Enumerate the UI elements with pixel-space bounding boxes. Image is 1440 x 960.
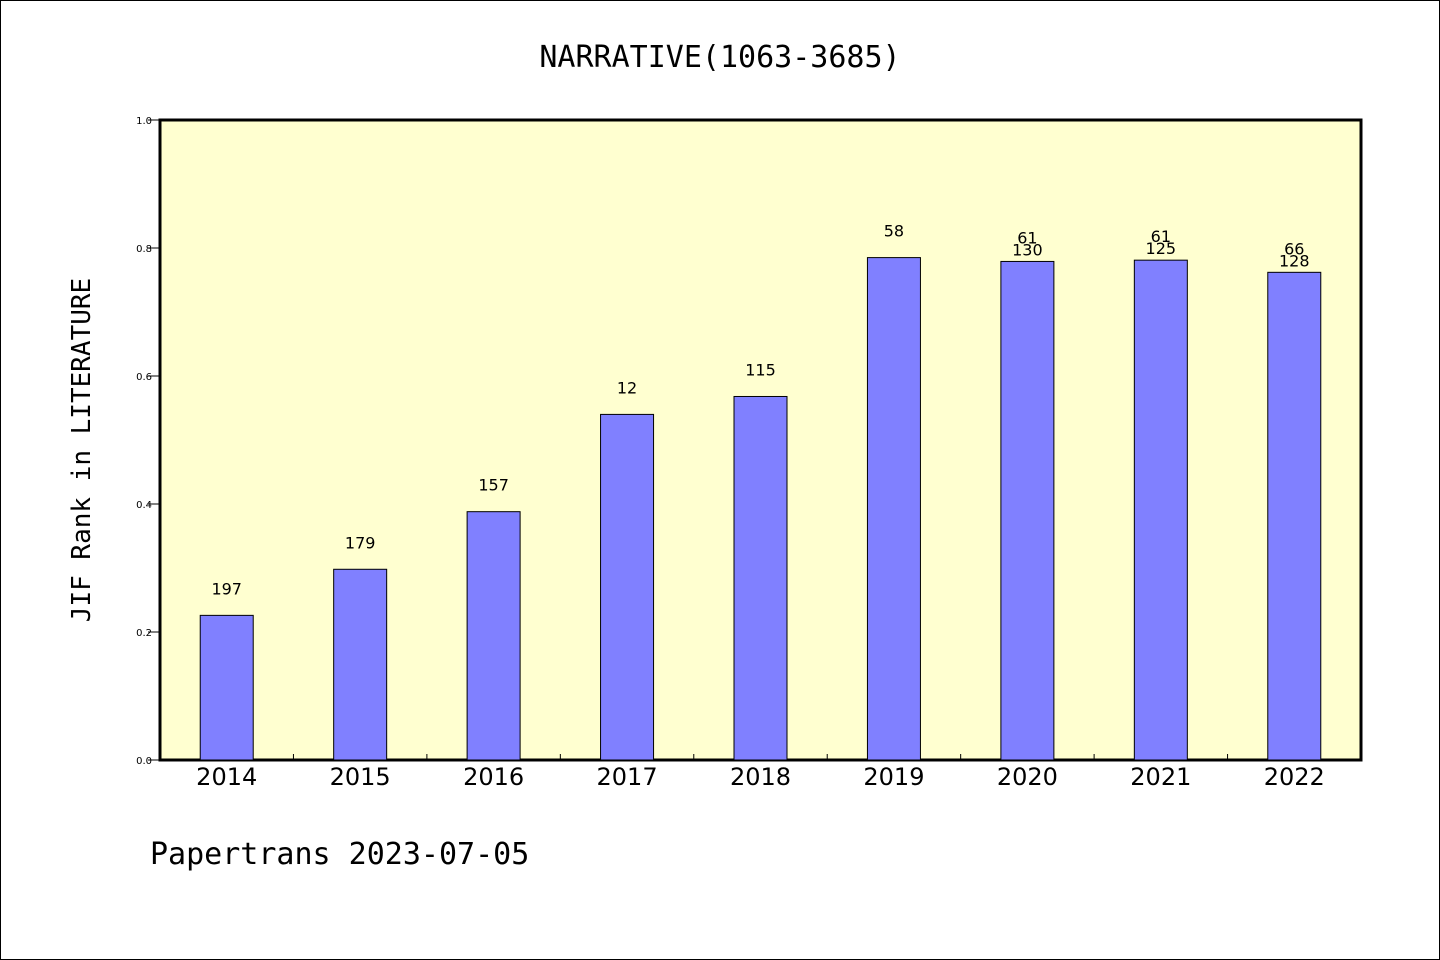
y-tick-label: 0.4 <box>136 500 152 511</box>
data-label: 61 <box>1017 228 1037 247</box>
data-label: 58 <box>884 222 904 241</box>
x-tick-label: 2017 <box>597 763 658 791</box>
bars <box>199 257 1322 761</box>
chart-title: NARRATIVE(1063-3685) <box>539 40 900 75</box>
bar <box>1133 259 1188 761</box>
y-axis-label: JIF Rank in LITERATURE <box>67 278 97 622</box>
bar <box>333 568 388 761</box>
y-tick-label: 1.0 <box>136 116 152 127</box>
data-label: 115 <box>745 360 776 379</box>
bar <box>466 511 521 761</box>
footer-text: Papertrans 2023-07-05 <box>150 837 529 872</box>
x-tick-label: 2016 <box>463 763 524 791</box>
data-label: 157 <box>478 476 509 495</box>
x-tick-label: 2015 <box>330 763 391 791</box>
data-label: 61 <box>1151 227 1171 246</box>
y-tick-label: 0.6 <box>136 372 152 383</box>
data-label: 197 <box>211 579 242 598</box>
data-label: 130 <box>1012 240 1043 259</box>
bar <box>733 395 788 761</box>
bar <box>199 614 254 761</box>
y-tick-label: 0.2 <box>136 628 152 639</box>
x-tick-label: 2020 <box>997 763 1058 791</box>
data-label: 125 <box>1146 239 1177 258</box>
bar <box>1000 260 1055 761</box>
bar <box>600 413 655 761</box>
data-label: 12 <box>617 378 637 397</box>
y-axis: 0.0 0.2 0.4 0.6 0.8 1.0 <box>136 116 160 767</box>
x-tick-label: 2019 <box>863 763 924 791</box>
x-tick-label: 2018 <box>730 763 791 791</box>
x-tick-label: 2021 <box>1130 763 1191 791</box>
y-tick-label: 0.8 <box>136 244 152 255</box>
data-label: 128 <box>1279 251 1310 270</box>
x-axis: 2014 2015 2016 2017 2018 2019 2020 2021 2022 <box>196 754 1325 791</box>
x-tick-label: 2014 <box>196 763 257 791</box>
bar <box>1267 271 1322 761</box>
x-tick-label: 2022 <box>1264 763 1325 791</box>
bar <box>866 257 921 761</box>
data-label: 66 <box>1284 239 1304 258</box>
y-tick-label: 0.0 <box>136 756 152 767</box>
data-label: 179 <box>345 533 376 552</box>
